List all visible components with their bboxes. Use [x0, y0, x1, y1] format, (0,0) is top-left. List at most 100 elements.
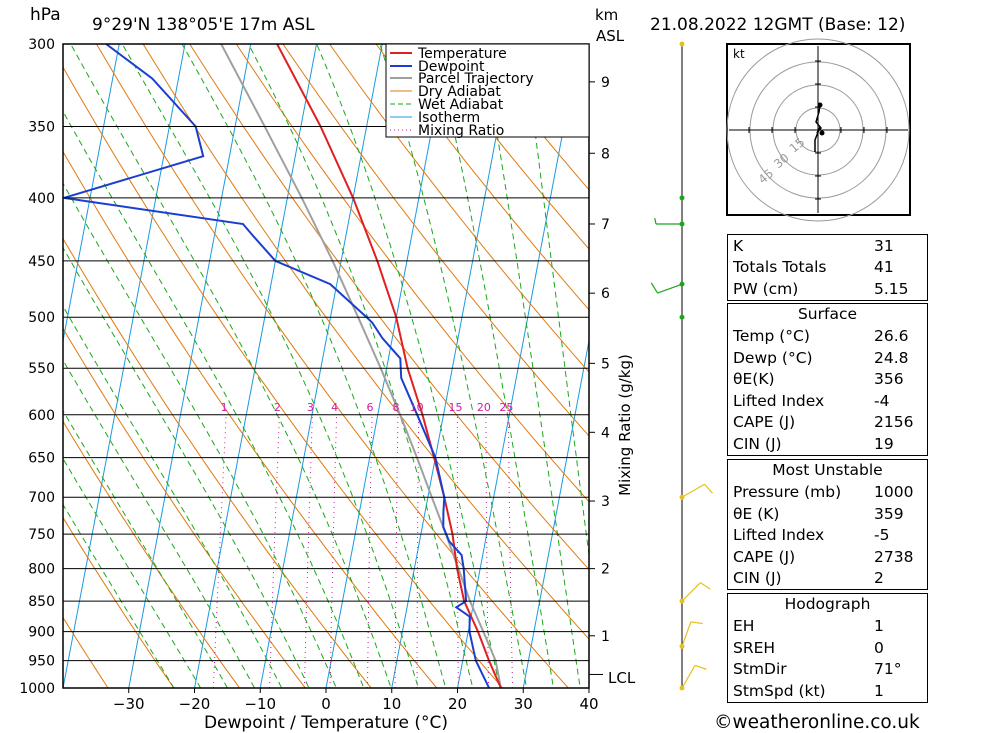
row-value: 1000 [874, 483, 914, 502]
row-key: CIN (J) [733, 569, 782, 588]
row-key: Lifted Index [733, 526, 825, 545]
row-value: 5.15 [874, 279, 909, 298]
row-key: StmSpd (kt) [733, 681, 826, 700]
dry-adiabat-line [235, 44, 589, 503]
row-value: 356 [874, 370, 904, 389]
temperature-tick-label: 0 [321, 695, 331, 713]
pressure-tick-label: 850 [28, 594, 55, 610]
mixing-ratio-axis-title: Mixing Ratio (g/kg) [616, 354, 634, 496]
row-value: 2156 [874, 413, 914, 432]
wet-adiabat-line [316, 44, 501, 688]
pressure-tick-label: 550 [28, 361, 55, 377]
pressure-tick-label: 1000 [19, 681, 55, 697]
temperature-tick-label: 30 [514, 695, 533, 713]
wet-adiabat-line [63, 182, 337, 688]
wind-barb-flag [650, 282, 659, 294]
row-value: -5 [874, 526, 890, 545]
row-key: StmDir [733, 660, 787, 679]
row-key: Pressure (mb) [733, 483, 842, 502]
row-key: θE (K) [733, 504, 780, 523]
row-key: PW (cm) [733, 279, 799, 298]
table-row: EH 1 [728, 616, 927, 638]
mixing-ratio-label: 10 [410, 401, 424, 414]
isotherm-line [63, 44, 120, 344]
wind-barb-dot [679, 314, 685, 320]
table-row: Temp (°C) 26.6 [728, 326, 927, 348]
isotherm-line [259, 44, 383, 688]
dry-adiabat-line [189, 44, 589, 571]
row-key: SREH [733, 638, 776, 657]
row-value: 19 [874, 434, 894, 453]
wind-barb-flag [700, 582, 711, 590]
wind-barb-shaft [681, 621, 692, 647]
wet-adiabat-line [481, 44, 581, 688]
mixing-ratio-line [485, 414, 489, 688]
wind-barb-flag [694, 664, 707, 670]
surface-title: Surface [797, 305, 858, 323]
temperature-tick-label: 10 [382, 695, 401, 713]
table-row: CIN (J) 2 [728, 568, 927, 590]
wet-adiabat-line [63, 359, 256, 688]
row-value: 2738 [874, 547, 914, 566]
surface-table: Surface Temp (°C) 26.6 Dewp (°C) 24.8 θE(K) 3… [727, 303, 928, 456]
temperature-tick-label: −20 [179, 695, 211, 713]
row-value: 71° [874, 660, 902, 679]
legend: Temperature Dewpoint Parcel Trajectory D… [385, 43, 590, 139]
height-tick-label: 1 [601, 629, 610, 645]
table-row: CAPE (J) 2156 [728, 412, 927, 434]
row-value: -4 [874, 391, 890, 410]
table-row: SREH 0 [728, 637, 927, 659]
row-value: 1 [874, 681, 884, 700]
row-value: 0 [874, 638, 884, 657]
row-key: θE(K) [733, 370, 775, 389]
height-tick-label: 2 [601, 562, 610, 578]
mixing-ratio-label: 1 [221, 401, 228, 414]
pressure-tick-label: 750 [28, 527, 55, 543]
height-tick-label: 9 [601, 75, 610, 91]
row-value: 41 [874, 258, 894, 277]
most-unstable-title: Most Unstable [772, 461, 883, 479]
wet-adiabat-line [379, 44, 528, 688]
legend-parcel-label: Parcel Trajectory [418, 71, 534, 87]
x-axis-title: Dewpoint / Temperature (°C) [204, 713, 448, 733]
hodograph-point [819, 130, 825, 136]
wind-barb-flag [704, 483, 713, 494]
row-key: CIN (J) [733, 434, 782, 453]
pressure-unit-label: hPa [30, 5, 61, 25]
wet-adiabat-line [434, 44, 554, 688]
mixing-ratio-label: 20 [477, 401, 491, 414]
row-value: 26.6 [874, 327, 909, 346]
table-row: CIN (J) 19 [728, 433, 927, 455]
pressure-tick-label: 300 [28, 37, 55, 53]
pressure-tick-label: 600 [28, 408, 55, 424]
copyright-footer: ©weatheronline.co.uk [714, 712, 920, 733]
dry-adiabat-line [943, 7, 1000, 714]
table-row: Totals Totals 41 [728, 257, 927, 279]
wind-barb-dot [679, 195, 685, 201]
wet-adiabat-line [247, 44, 474, 688]
pressure-tick-label: 400 [28, 191, 55, 207]
height-tick-label: 3 [601, 494, 610, 510]
table-row: PW (cm) 5.15 [728, 278, 927, 300]
height-tick-label: 7 [601, 217, 610, 233]
hodograph-unit-label: kt [733, 47, 745, 61]
mixing-ratio-label: 8 [392, 401, 399, 414]
lcl-label: LCL [608, 669, 636, 687]
legend-temperature-label: Temperature [417, 46, 507, 62]
pressure-tick-label: 800 [28, 562, 55, 578]
wind-barb-flag [690, 621, 703, 625]
table-row: Lifted Index -4 [728, 390, 927, 412]
wind-barb-shaft [681, 582, 701, 602]
dry-adiabat-line [63, 150, 438, 688]
isotherm-line [522, 338, 589, 688]
row-key: Dewp (°C) [733, 348, 813, 367]
row-value: 24.8 [874, 348, 909, 367]
legend-dry-adiabat-label: Dry Adiabat [418, 84, 501, 100]
pressure-tick-label: 450 [28, 254, 55, 270]
mixing-ratio-line [303, 414, 313, 688]
wet-adiabat-line [63, 409, 229, 688]
table-row: StmDir 71° [728, 659, 927, 681]
pressure-tick-label: 650 [28, 451, 55, 467]
height-tick-label: 8 [601, 146, 610, 162]
